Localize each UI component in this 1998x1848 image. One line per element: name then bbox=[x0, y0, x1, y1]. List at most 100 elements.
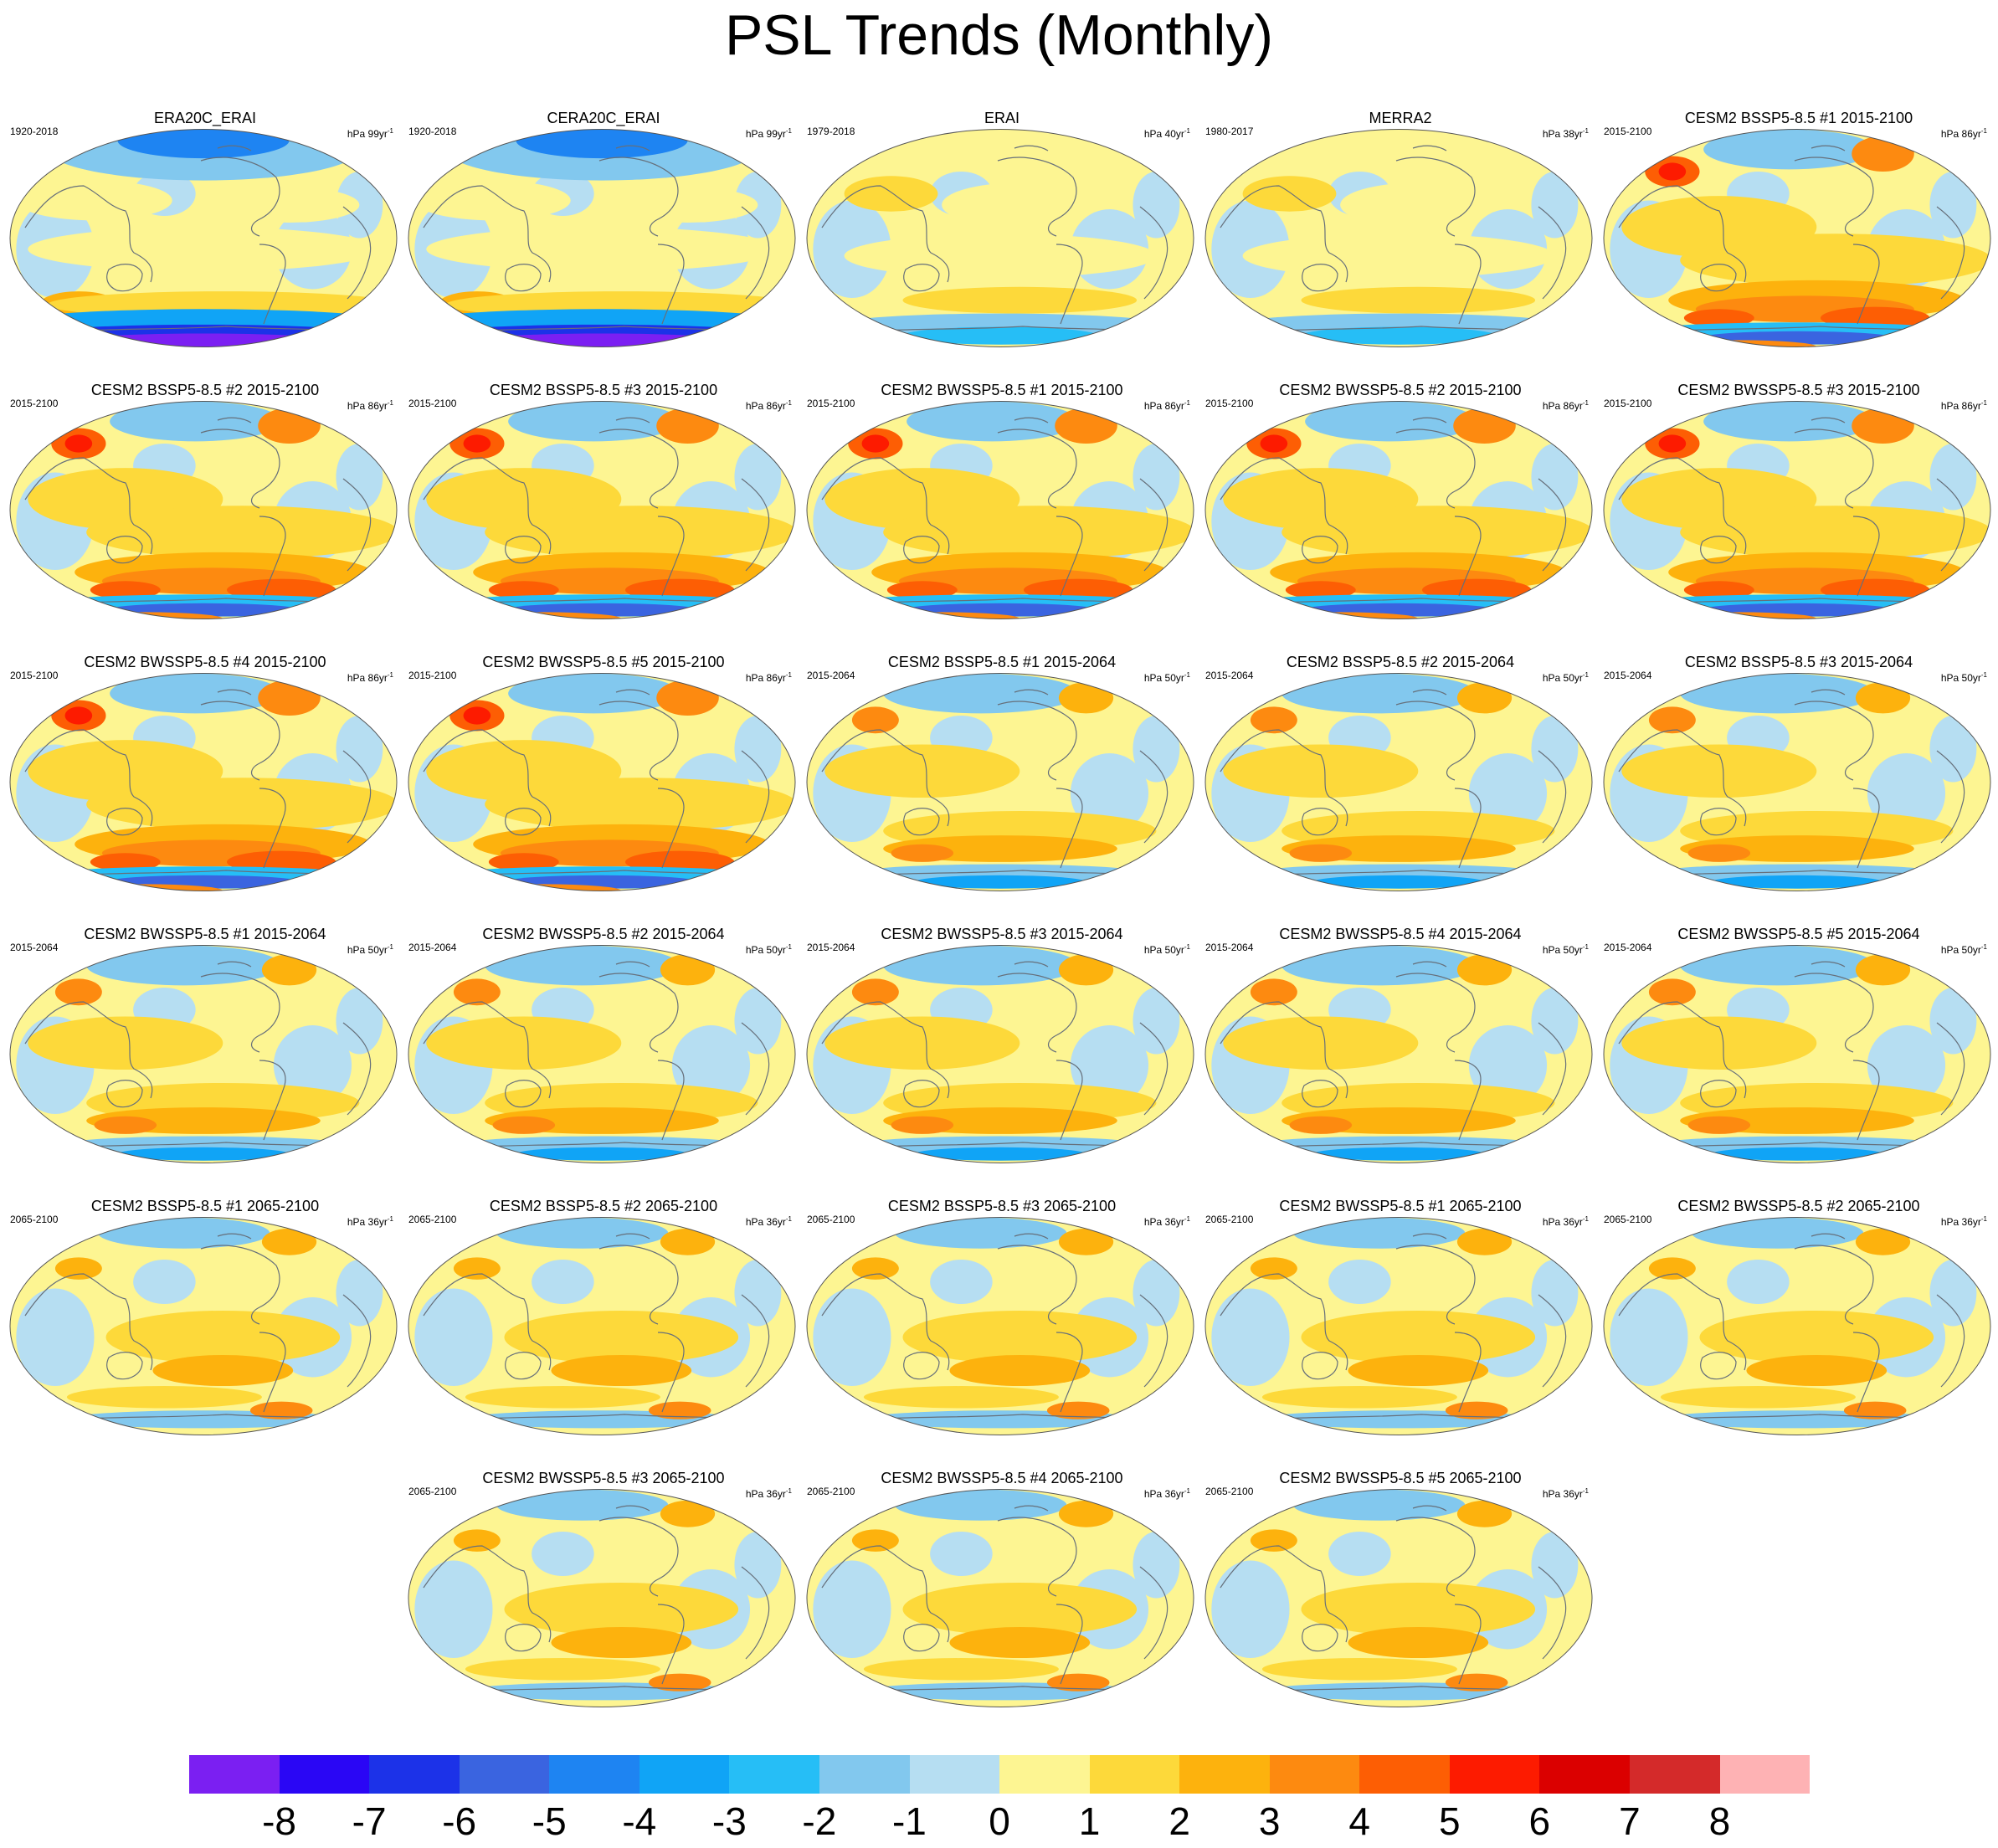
contour-region bbox=[863, 1386, 1059, 1409]
contour-region bbox=[414, 180, 571, 221]
contour-region bbox=[1727, 1260, 1790, 1304]
contour-region bbox=[734, 172, 782, 239]
units-text: hPa 50yr bbox=[1143, 672, 1184, 684]
contour-region bbox=[863, 1658, 1059, 1681]
map-outline bbox=[1204, 129, 1593, 347]
contour-region bbox=[734, 716, 782, 783]
map-outline bbox=[1204, 673, 1593, 891]
contour-region bbox=[883, 506, 1194, 559]
contour-region bbox=[891, 844, 954, 862]
coastline-5 bbox=[741, 1566, 770, 1660]
coastline-5 bbox=[342, 478, 372, 572]
contour-region bbox=[1281, 673, 1477, 714]
panel-units: hPa 86yr-1 bbox=[347, 398, 393, 412]
units-exponent: -1 bbox=[785, 671, 792, 679]
map-outline bbox=[1204, 1489, 1593, 1707]
coastline-4 bbox=[1811, 1233, 1846, 1240]
panel-period: 2065-2100 bbox=[807, 1214, 855, 1225]
coastline-2 bbox=[1395, 429, 1476, 509]
contour-region bbox=[851, 1529, 899, 1552]
contour-region bbox=[851, 1257, 899, 1280]
contour-region bbox=[1683, 581, 1754, 599]
coastline-5 bbox=[342, 750, 372, 844]
contour-region bbox=[895, 1489, 1067, 1521]
coastline-4 bbox=[217, 145, 252, 151]
contour-region bbox=[1289, 844, 1353, 862]
coastline-3 bbox=[657, 1604, 685, 1685]
contour-region bbox=[1133, 988, 1180, 1055]
panel-title: CESM2 BSSP5-8.5 #2 2015-2100 bbox=[90, 382, 320, 398]
contour-region bbox=[496, 1217, 669, 1249]
coastline-3 bbox=[1454, 788, 1482, 869]
contour-region bbox=[90, 853, 161, 871]
coastline-0 bbox=[821, 1001, 950, 1099]
coastline-5 bbox=[1139, 478, 1168, 572]
units-exponent: -1 bbox=[387, 399, 393, 407]
contour-region bbox=[1133, 716, 1180, 783]
map-panel: CESM2 BSSP5-8.5 #1 2015-2064 2015-2064 hPa… bbox=[805, 653, 1199, 921]
robinson-map bbox=[806, 401, 1194, 619]
panel-units: hPa 86yr-1 bbox=[347, 670, 393, 684]
contour-region bbox=[851, 978, 899, 1006]
panel-title: ERAI bbox=[984, 110, 1020, 126]
colorbar-label: -2 bbox=[802, 1799, 837, 1843]
coastline-4 bbox=[1412, 1233, 1447, 1240]
coastline-2 bbox=[997, 1517, 1077, 1597]
coastline-1 bbox=[903, 264, 940, 292]
map-panel: ERAI 1979-2018 hPa 40yr-1 bbox=[805, 109, 1199, 377]
robinson-map bbox=[408, 129, 796, 347]
coastline-3 bbox=[1055, 244, 1083, 325]
contour-region bbox=[914, 1147, 1086, 1161]
contour-region bbox=[895, 1217, 1067, 1249]
coastline-4 bbox=[615, 1505, 650, 1512]
contour-region bbox=[1855, 954, 1911, 986]
units-exponent: -1 bbox=[1184, 943, 1190, 951]
coastline-2 bbox=[598, 157, 679, 237]
units-exponent: -1 bbox=[1980, 127, 1987, 135]
robinson-map bbox=[1603, 401, 1991, 619]
coastline-5 bbox=[1936, 478, 1965, 572]
contour-region bbox=[463, 706, 491, 725]
contour-region bbox=[844, 176, 938, 212]
coastline-1 bbox=[505, 808, 542, 836]
map-outline bbox=[806, 945, 1194, 1163]
coastline-0 bbox=[1618, 1273, 1747, 1371]
contour-region bbox=[54, 978, 102, 1006]
coastline-1 bbox=[1302, 1624, 1338, 1652]
map-panel: CESM2 BWSSP5-8.5 #1 2015-2100 2015-2100 hP… bbox=[805, 381, 1199, 649]
units-exponent: -1 bbox=[785, 943, 792, 951]
panel-units: hPa 40yr-1 bbox=[1144, 126, 1190, 140]
robinson-map bbox=[9, 673, 398, 891]
units-exponent: -1 bbox=[387, 671, 393, 679]
contour-region bbox=[1703, 401, 1876, 442]
contour-region bbox=[16, 1288, 95, 1387]
coastline-3 bbox=[259, 788, 286, 869]
panel-period: 1979-2018 bbox=[807, 126, 855, 137]
coastline-2 bbox=[1395, 973, 1476, 1053]
coastline-2 bbox=[997, 973, 1077, 1053]
units-text: hPa 50yr bbox=[1542, 944, 1583, 956]
panel-units: hPa 36yr-1 bbox=[1941, 1214, 1987, 1228]
panel-period: 1920-2018 bbox=[408, 126, 457, 137]
units-exponent: -1 bbox=[1582, 1487, 1589, 1495]
coastline-4 bbox=[1412, 961, 1447, 968]
contour-region bbox=[1929, 716, 1977, 783]
contour-region bbox=[949, 1626, 1091, 1659]
map-panel: CESM2 BWSSP5-8.5 #2 2015-2100 2015-2100 hP… bbox=[1204, 381, 1597, 649]
coastline-1 bbox=[1302, 1352, 1338, 1380]
panel-title: CESM2 BWSSP5-8.5 #3 2015-2100 bbox=[1677, 382, 1920, 398]
coastline-4 bbox=[1014, 1505, 1049, 1512]
coastline-4 bbox=[1811, 145, 1846, 151]
contour-region bbox=[660, 1500, 716, 1527]
panel-units: hPa 36yr-1 bbox=[347, 1214, 393, 1228]
units-text: hPa 86yr bbox=[745, 400, 786, 412]
units-text: hPa 50yr bbox=[745, 944, 786, 956]
robinson-map bbox=[806, 129, 1194, 347]
units-text: hPa 40yr bbox=[1143, 128, 1184, 140]
contour-region bbox=[1531, 1260, 1579, 1327]
coastline-5 bbox=[342, 206, 372, 300]
units-text: hPa 50yr bbox=[347, 944, 388, 956]
contour-region bbox=[94, 1116, 157, 1134]
contour-region bbox=[734, 1532, 782, 1599]
units-exponent: -1 bbox=[1980, 1215, 1987, 1223]
